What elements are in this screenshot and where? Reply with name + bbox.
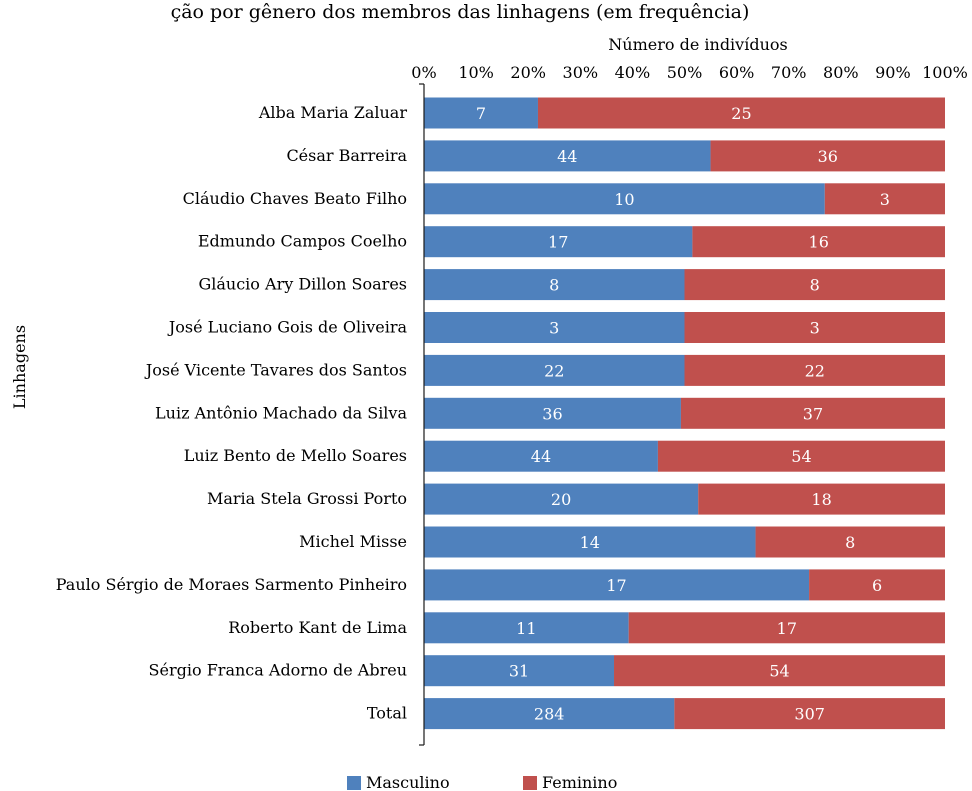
x-tick-label: 60% [719, 63, 755, 82]
category-label: Gláucio Ary Dillon Soares [198, 275, 407, 294]
data-label: 3 [880, 190, 890, 209]
data-label: 284 [534, 705, 565, 724]
data-label: 3 [810, 319, 820, 338]
bar-segment-masculino [424, 269, 685, 301]
bar-segment-masculino [424, 526, 756, 558]
data-label: 22 [805, 361, 825, 380]
data-label: 16 [809, 233, 829, 252]
data-label: 18 [811, 490, 831, 509]
category-label: Alba Maria Zaluar [258, 103, 407, 122]
category-label: Sérgio Franca Adorno de Abreu [149, 661, 407, 680]
bar-segment-feminino [698, 483, 945, 515]
legend: Masculino Feminino [347, 773, 617, 791]
data-label: 7 [476, 104, 486, 123]
bar-segment-feminino [614, 655, 945, 687]
data-label: 6 [872, 576, 882, 595]
category-label: Luiz Antônio Machado da Silva [155, 403, 407, 422]
x-tick-label: 80% [823, 63, 859, 82]
x-tick-label: 0% [411, 63, 436, 82]
bar-segment-masculino [424, 698, 675, 730]
data-label: 20 [551, 490, 571, 509]
category-label: Luiz Bento de Mello Soares [184, 446, 407, 465]
bar-segment-masculino [424, 183, 825, 215]
legend-swatch-feminino [523, 776, 537, 790]
x-axis-ticks: 0% 10% 20% 30% 40% 50% 60% 70% 80% 90% 100% [411, 63, 968, 82]
bar-segment-masculino [424, 354, 685, 386]
data-label: 54 [769, 662, 789, 681]
data-label: 37 [803, 404, 823, 423]
category-label: José Luciano Gois de Oliveira [167, 318, 408, 337]
x-tick-label: 20% [510, 63, 546, 82]
category-labels: Alba Maria Zaluar César Barreira Cláudio C… [56, 103, 408, 723]
bar-segment-feminino [824, 183, 945, 215]
data-label: 44 [531, 447, 551, 466]
data-label: 17 [606, 576, 626, 595]
data-label: 25 [731, 104, 751, 123]
bar-segment-feminino [684, 354, 945, 386]
bar-segment-masculino [424, 483, 699, 515]
data-label: 22 [544, 361, 564, 380]
x-tick-label: 100% [922, 63, 968, 82]
data-label: 36 [818, 147, 838, 166]
bar-segment-masculino [424, 440, 658, 472]
data-label: 14 [580, 533, 600, 552]
category-label: Paulo Sérgio de Moraes Sarmento Pinheiro [56, 575, 407, 594]
data-label: 44 [557, 147, 577, 166]
data-label: 8 [549, 276, 559, 295]
bar-segment-masculino [424, 612, 629, 644]
category-label: Roberto Kant de Lima [228, 618, 407, 637]
bar-segment-feminino [684, 312, 945, 343]
data-label: 307 [794, 705, 825, 724]
bar-segment-feminino [710, 140, 945, 172]
data-label: 10 [614, 190, 634, 209]
category-label: José Vicente Tavares dos Santos [144, 360, 407, 379]
data-label: 31 [509, 662, 529, 681]
bar-segment-masculino [424, 97, 538, 129]
category-label: Edmundo Campos Coelho [198, 232, 407, 251]
bar-segment-masculino [424, 397, 681, 429]
chart-title: ção por gênero dos membros das linhagens… [171, 1, 750, 23]
legend-label: Feminino [542, 773, 617, 791]
bar-segment-feminino [684, 269, 945, 301]
data-label: 8 [810, 276, 820, 295]
x-tick-label: 70% [771, 63, 807, 82]
bar-segment-feminino [755, 526, 945, 558]
x-tick-label: 30% [563, 63, 599, 82]
bar-segment-feminino [692, 226, 945, 258]
bar-segment-feminino [537, 97, 945, 129]
bar-segment-masculino [424, 140, 711, 172]
data-label: 3 [549, 319, 559, 338]
category-label: Maria Stela Grossi Porto [207, 489, 407, 508]
data-label: 11 [516, 619, 536, 638]
x-tick-label: 40% [615, 63, 651, 82]
x-tick-label: 10% [458, 63, 494, 82]
bar-segment-masculino [424, 569, 810, 601]
data-label: 54 [791, 447, 811, 466]
bars: 7 25 44 36 10 3 17 16 8 8 3 3 22 22 36 37 44 54 20 18 14 8 17 6… [424, 97, 945, 730]
bar-segment-feminino [680, 397, 945, 429]
bar-segment-feminino [657, 440, 945, 472]
bar-segment-masculino [424, 312, 685, 343]
x-tick-label: 50% [667, 63, 703, 82]
legend-label: Masculino [366, 773, 450, 791]
data-label: 17 [548, 233, 568, 252]
y-axis-line [419, 83, 425, 746]
category-label: Michel Misse [299, 532, 407, 551]
category-label: César Barreira [286, 146, 407, 165]
x-axis-label: Número de indivíduos [608, 35, 787, 54]
bar-segment-feminino [628, 612, 945, 644]
bar-segment-feminino [674, 698, 945, 730]
legend-swatch-masculino [347, 776, 361, 790]
data-label: 8 [845, 533, 855, 552]
bar-segment-masculino [424, 226, 693, 258]
y-axis-label: Linhagens [10, 325, 29, 409]
data-label: 36 [542, 404, 562, 423]
data-label: 17 [777, 619, 797, 638]
category-label: Total [367, 704, 407, 723]
bar-segment-feminino [809, 569, 945, 601]
category-label: Cláudio Chaves Beato Filho [183, 189, 407, 208]
x-tick-label: 90% [875, 63, 911, 82]
bar-segment-masculino [424, 655, 615, 687]
